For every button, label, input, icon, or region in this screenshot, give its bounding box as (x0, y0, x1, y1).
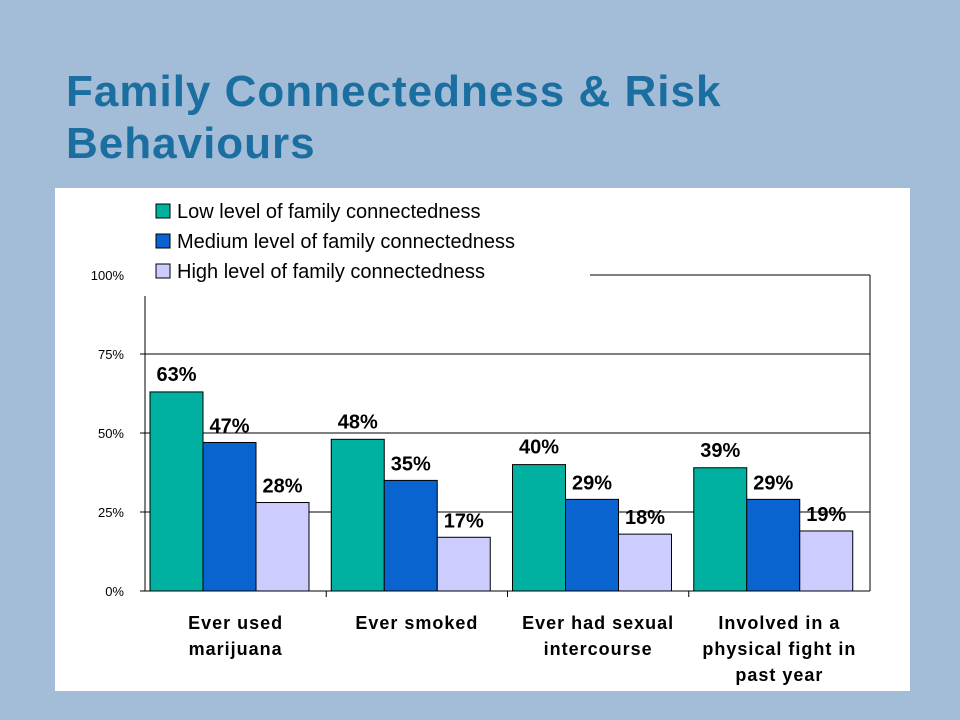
y-tick-label: 0% (105, 584, 124, 599)
data-label: 48% (338, 411, 378, 433)
bar (565, 498, 619, 592)
data-label: 19% (806, 504, 846, 526)
bar (799, 530, 854, 592)
category-label: Ever had sexual intercourse (522, 613, 674, 659)
bar (383, 479, 438, 592)
category-label-line: past year (735, 665, 823, 685)
legend-label: High level of family connectedness (177, 261, 485, 283)
bar (202, 441, 257, 592)
data-label: 18% (625, 507, 665, 529)
bar (746, 498, 801, 592)
data-label: 63% (156, 364, 196, 386)
y-tick-label: 25% (98, 505, 124, 520)
bar (149, 391, 204, 592)
y-tick-label: 100% (91, 268, 125, 283)
title-line-2: Behaviours (66, 119, 316, 168)
category-label-line: Involved in a (718, 613, 840, 633)
category-label: Ever smoked (355, 613, 478, 633)
bar-chart: 0% 25% 50% 75% 100% 63% 47% 28% Ever used marijua… (91, 198, 871, 685)
y-tick-label: 75% (98, 347, 124, 362)
bar (436, 536, 491, 592)
legend-label: Medium level of family connectedness (177, 231, 515, 253)
bar (618, 533, 672, 592)
category-label-line: Ever used (188, 613, 283, 633)
legend-label: Low level of family connectedness (177, 201, 481, 223)
bar (512, 464, 566, 592)
data-label: 17% (444, 510, 484, 532)
data-label: 28% (262, 476, 302, 498)
category-label-line: physical fight in (702, 639, 856, 659)
category-label: Ever used marijuana (188, 613, 283, 659)
category-label-line: Ever had sexual (522, 613, 674, 633)
legend-swatch (155, 263, 171, 279)
title-line-1: Family Connectedness & Risk (66, 67, 722, 116)
legend-box (140, 198, 590, 296)
data-label: 39% (700, 440, 740, 462)
category-label-line: marijuana (189, 639, 283, 659)
category-label-line: Ever smoked (355, 613, 478, 633)
y-tick-label: 50% (98, 426, 124, 441)
category-label-line: intercourse (544, 639, 653, 659)
bar (255, 502, 310, 592)
legend-swatch (155, 233, 171, 249)
data-label: 35% (391, 453, 431, 475)
bar (693, 467, 748, 592)
chart-panel: 0% 25% 50% 75% 100% 63% 47% 28% Ever used marijua… (55, 188, 910, 691)
data-label: 29% (753, 472, 793, 494)
category-label: Involved in a physical fight in past year (702, 613, 856, 685)
legend-swatch (155, 203, 171, 219)
data-label: 40% (519, 437, 559, 459)
bar (330, 438, 385, 592)
data-label: 29% (572, 472, 612, 494)
slide-title: Family Connectedness & Risk Behaviours (66, 66, 886, 170)
data-label: 47% (209, 415, 249, 437)
